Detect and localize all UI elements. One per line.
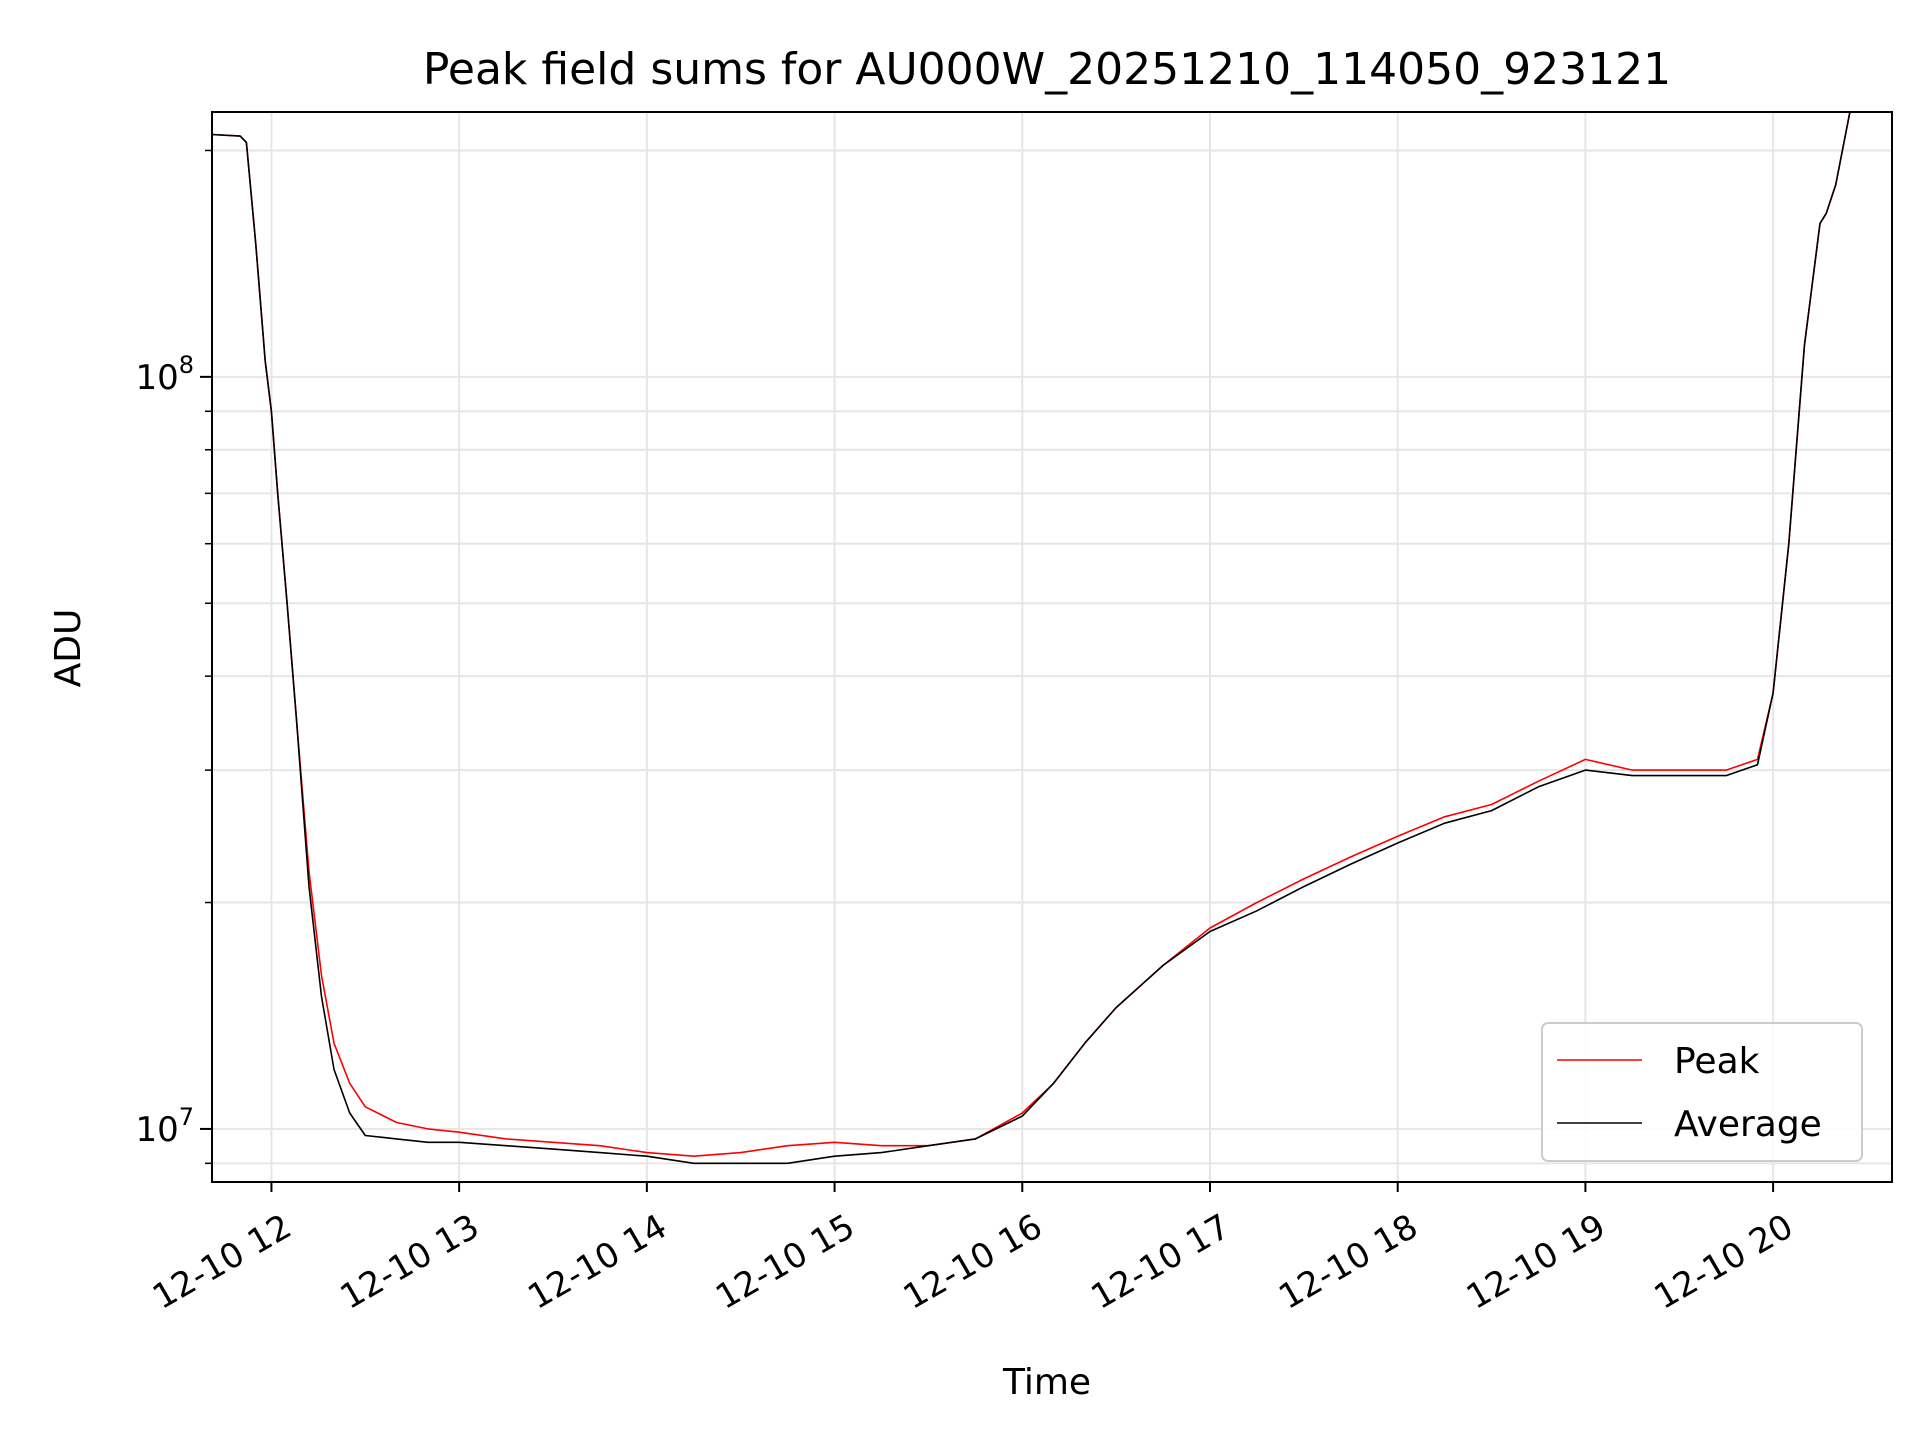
y-tick-label: 108 — [135, 351, 194, 398]
y-tick-label: 107 — [135, 1103, 194, 1150]
series-layer — [212, 112, 1851, 1165]
legend-box — [1541, 1022, 1863, 1162]
x-axis-label: Time — [1002, 1362, 1091, 1403]
chart-title: Peak field sums for AU000W_20251210_1140… — [423, 44, 1671, 95]
legend-label-peak: Peak — [1674, 1041, 1760, 1082]
plot-area-frame — [211, 111, 1893, 1183]
legend: Peak Average — [1541, 1022, 1863, 1162]
series-line-average — [212, 112, 1851, 1165]
grid-lines — [212, 112, 1892, 1182]
legend-label-average: Average — [1674, 1104, 1822, 1145]
y-axis-label: ADU — [48, 609, 89, 688]
